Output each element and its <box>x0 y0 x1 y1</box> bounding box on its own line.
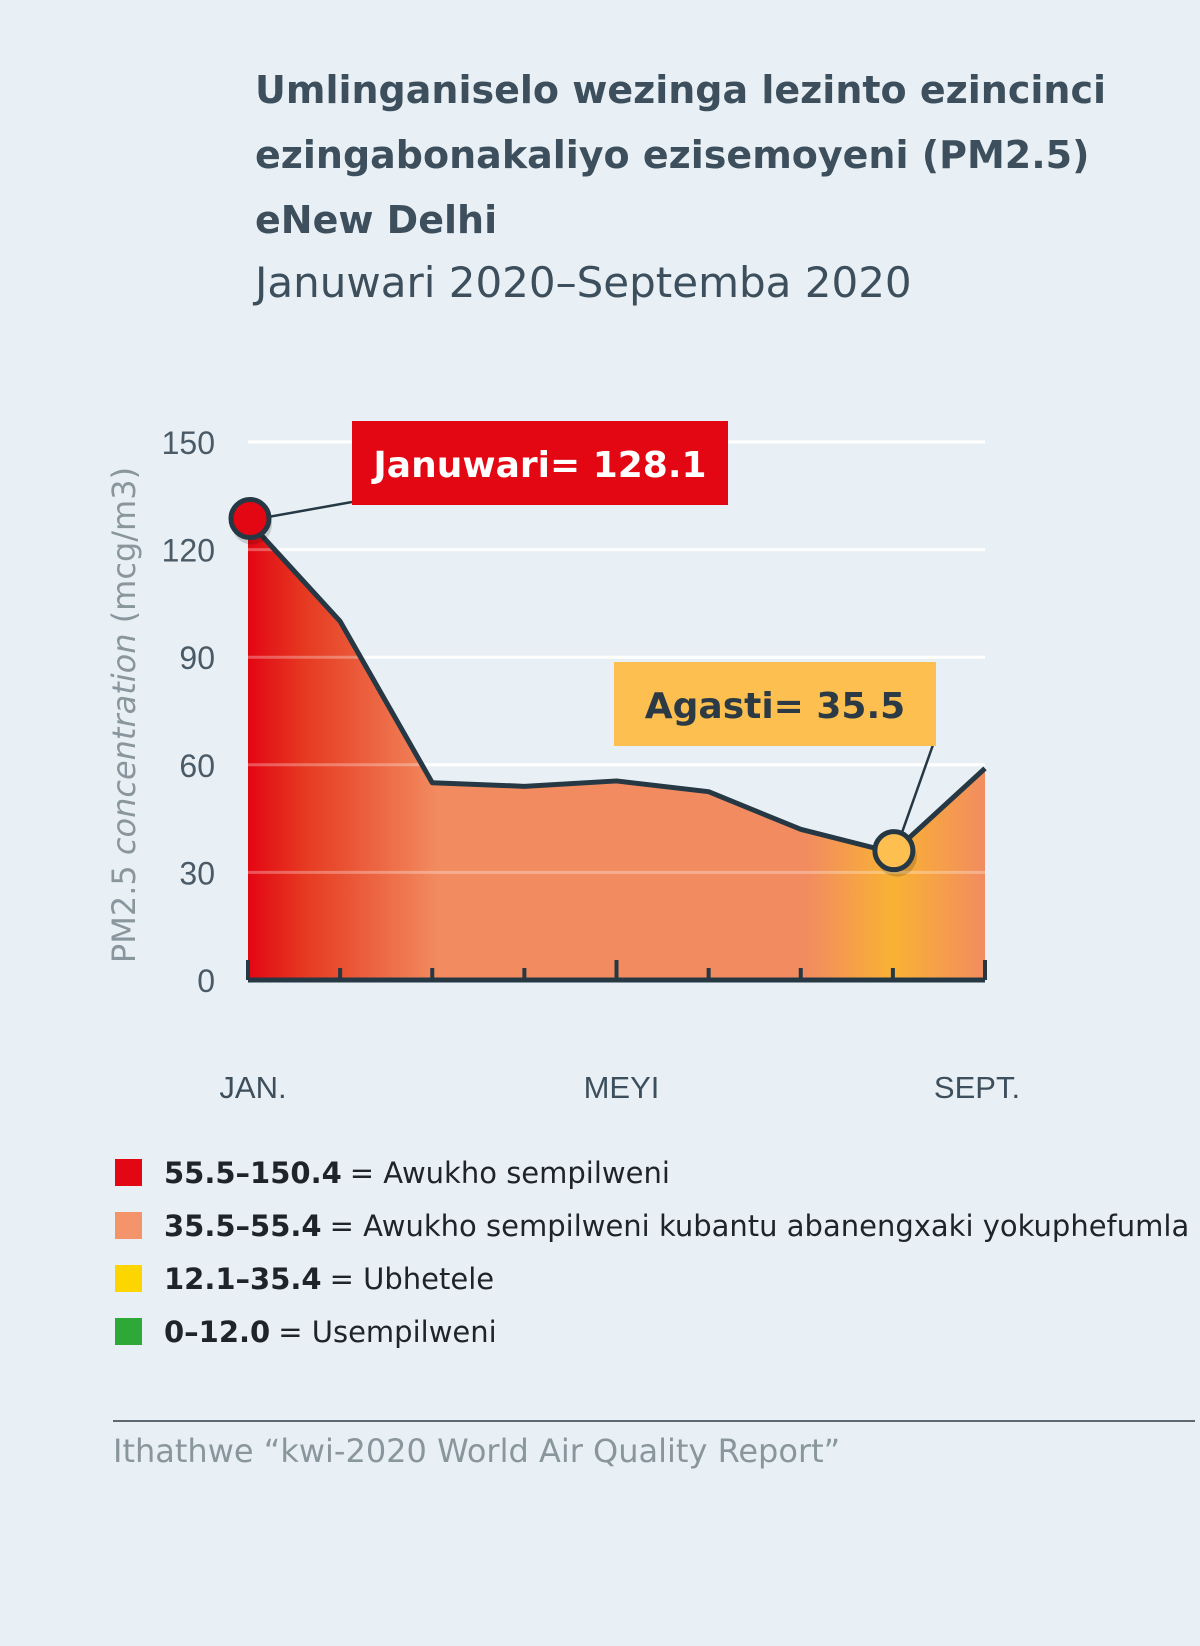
source-note: Ithathwe “kwi-2020 World Air Quality Rep… <box>113 1432 841 1470</box>
january-marker <box>228 497 272 541</box>
x-axis <box>246 960 987 983</box>
x-tick-label: SEPT. <box>934 1070 1020 1105</box>
legend-range: 0–12.0 <box>164 1314 271 1349</box>
y-axis-label: PM2.5 concentration (mcg/m3) <box>105 467 143 963</box>
y-tick-label: 0 <box>197 963 215 999</box>
annotation-label-august: Agasti= 35.5 <box>645 686 905 727</box>
legend-swatch-yellow <box>115 1265 142 1292</box>
y-tick-labels: 0 30 60 90 120 150 <box>162 425 215 999</box>
chart-title: Umlinganiselo wezinga lezinto ezincinci … <box>255 68 1106 242</box>
chart-subtitle: Januwari 2020–Septemba 2020 <box>255 258 912 307</box>
legend-text: = Ubhetele <box>329 1261 495 1296</box>
y-tick-label: 90 <box>179 640 215 676</box>
legend-item: 12.1–35.4 = Ubhetele <box>115 1252 1189 1305</box>
legend-item: 35.5–55.4 = Awukho sempilweni kubantu aba… <box>115 1199 1189 1252</box>
legend-swatch-red <box>115 1159 142 1186</box>
y-tick-label: 150 <box>162 425 215 461</box>
august-marker <box>872 829 916 873</box>
annotation-label-january: Januwari= 128.1 <box>370 445 706 486</box>
divider <box>113 1420 1195 1422</box>
x-tick-labels: JAN. MEYI SEPT. <box>219 1070 1020 1105</box>
legend-text: = Awukho sempilweni kubantu abanengxaki … <box>329 1208 1190 1243</box>
legend-range: 12.1–35.4 <box>164 1261 322 1296</box>
legend-item: 55.5–150.4 = Awukho sempilweni <box>115 1146 1189 1199</box>
legend-item: 0–12.0 = Usempilweni <box>115 1305 1189 1358</box>
y-tick-label: 60 <box>179 748 215 784</box>
x-tick-label: MEYI <box>584 1070 660 1105</box>
series-line <box>246 518 987 856</box>
y-tick-label: 120 <box>162 533 215 569</box>
legend-range: 35.5–55.4 <box>164 1208 322 1243</box>
legend-swatch-orange <box>115 1212 142 1239</box>
legend-range: 55.5–150.4 <box>164 1155 342 1190</box>
pm25-chart: 0 30 60 90 120 150 JAN. MEYI SEPT. PM2.5 concen… <box>105 421 1020 1105</box>
annotations: Januwari= 128.1 Agasti= 35.5 <box>228 421 936 877</box>
annotation-box-august <box>614 662 936 746</box>
annotation-box-january <box>352 421 728 505</box>
x-tick-label: JAN. <box>219 1070 286 1105</box>
legend-swatch-green <box>115 1318 142 1345</box>
legend-text: = Usempilweni <box>278 1314 497 1349</box>
legend: 55.5–150.4 = Awukho sempilweni 35.5–55.4 =… <box>115 1146 1189 1358</box>
legend-text: = Awukho sempilweni <box>349 1155 670 1190</box>
area-fill <box>248 520 985 980</box>
y-tick-label: 30 <box>179 855 215 891</box>
